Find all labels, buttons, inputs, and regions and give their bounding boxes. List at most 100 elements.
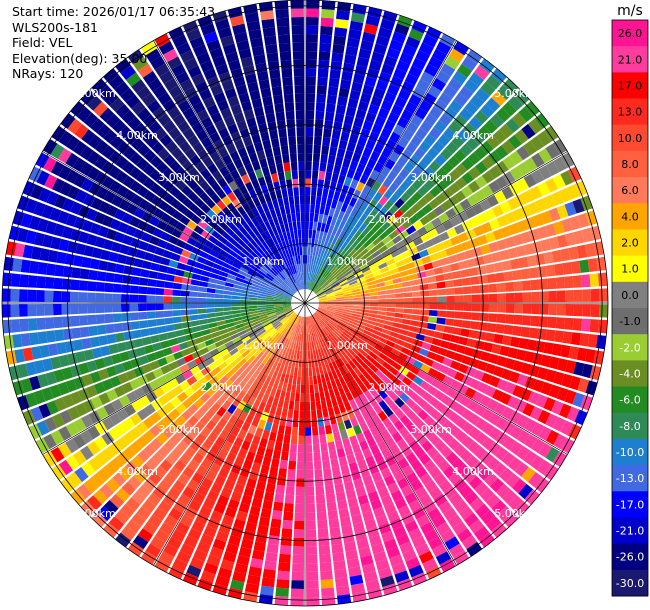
velocity-gate [312, 435, 320, 445]
velocity-gate [405, 197, 417, 208]
velocity-gate [457, 528, 473, 543]
velocity-gate [228, 360, 238, 369]
velocity-gate [214, 303, 224, 308]
velocity-gate [530, 315, 540, 327]
velocity-gate [219, 166, 230, 177]
velocity-gate [386, 546, 401, 559]
velocity-gate [359, 349, 369, 358]
velocity-gate [250, 251, 259, 260]
velocity-gate [276, 476, 286, 486]
velocity-gate [342, 267, 351, 275]
velocity-gate [266, 311, 276, 316]
velocity-gate [321, 338, 327, 347]
velocity-gate [313, 460, 322, 470]
velocity-gate [321, 282, 329, 289]
velocity-gate [291, 323, 296, 332]
velocity-gate [346, 37, 360, 48]
velocity-gate [281, 355, 288, 365]
velocity-gate [146, 203, 158, 215]
velocity-gate [246, 386, 256, 396]
velocity-gate [337, 385, 345, 396]
velocity-gate [343, 343, 351, 352]
velocity-gate [246, 117, 257, 128]
velocity-gate [505, 281, 515, 292]
velocity-gate [109, 494, 125, 509]
velocity-gate [349, 318, 359, 323]
velocity-gate [297, 444, 305, 453]
velocity-gate [342, 212, 350, 223]
velocity-gate [227, 95, 240, 108]
velocity-gate [305, 85, 316, 94]
velocity-gate [391, 104, 404, 116]
velocity-gate [283, 307, 292, 311]
velocity-gate [139, 277, 149, 286]
velocity-gate [386, 293, 396, 299]
velocity-gate [365, 483, 377, 494]
velocity-gate [322, 188, 329, 198]
velocity-gate [155, 311, 165, 319]
velocity-gate [234, 258, 244, 266]
velocity-gate [96, 123, 111, 139]
velocity-gate [142, 70, 158, 85]
velocity-gate [320, 442, 328, 453]
velocity-gate [135, 346, 146, 357]
velocity-gate [324, 272, 332, 280]
velocity-gate [219, 328, 229, 336]
velocity-gate [237, 147, 248, 158]
velocity-gate [186, 258, 197, 267]
velocity-gate [88, 269, 98, 281]
velocity-gate [328, 225, 335, 235]
velocity-gate [39, 344, 50, 358]
velocity-gate [442, 220, 454, 231]
velocity-gate [202, 334, 213, 342]
velocity-gate [109, 180, 122, 194]
velocity-gate [207, 343, 217, 352]
velocity-gate [344, 150, 354, 161]
velocity-gate [378, 307, 387, 312]
velocity-gate [316, 409, 323, 419]
velocity-gate [451, 135, 465, 149]
velocity-gate [395, 357, 406, 366]
velocity-gate [200, 23, 216, 36]
velocity-gate [377, 290, 387, 295]
velocity-gate [240, 306, 249, 310]
velocity-gate [65, 213, 78, 227]
velocity-gate [431, 235, 442, 245]
velocity-gate [412, 297, 421, 303]
velocity-gate [314, 358, 319, 368]
velocity-gate [338, 230, 346, 240]
velocity-gate [320, 196, 327, 207]
velocity-gate [368, 397, 378, 408]
velocity-gate [331, 543, 344, 554]
velocity-gate [232, 397, 242, 408]
velocity-gate [493, 333, 504, 344]
velocity-gate [265, 303, 274, 305]
velocity-gate [94, 236, 106, 248]
velocity-gate [297, 342, 301, 351]
velocity-gate [555, 276, 566, 289]
velocity-gate [537, 181, 551, 197]
velocity-gate [155, 174, 168, 187]
velocity-gate [388, 244, 398, 254]
velocity-gate [308, 263, 311, 273]
velocity-gate [435, 551, 452, 565]
velocity-gate [266, 309, 275, 314]
velocity-gate [294, 333, 299, 342]
velocity-gate [369, 306, 379, 311]
colorbar-tick-label: 4.0 [621, 210, 639, 223]
velocity-gate [292, 546, 304, 555]
velocity-gate [294, 93, 305, 103]
velocity-gate [157, 113, 172, 127]
velocity-gate [249, 291, 258, 296]
velocity-gate [315, 288, 323, 295]
velocity-gate [371, 373, 381, 383]
velocity-gate [355, 341, 365, 349]
velocity-gate [94, 155, 108, 170]
velocity-gate [327, 406, 335, 417]
velocity-gate [248, 300, 258, 303]
velocity-gate [524, 101, 540, 117]
velocity-gate [336, 448, 346, 458]
velocity-gate [284, 319, 291, 327]
velocity-gate [512, 269, 522, 281]
velocity-gate [488, 441, 502, 456]
